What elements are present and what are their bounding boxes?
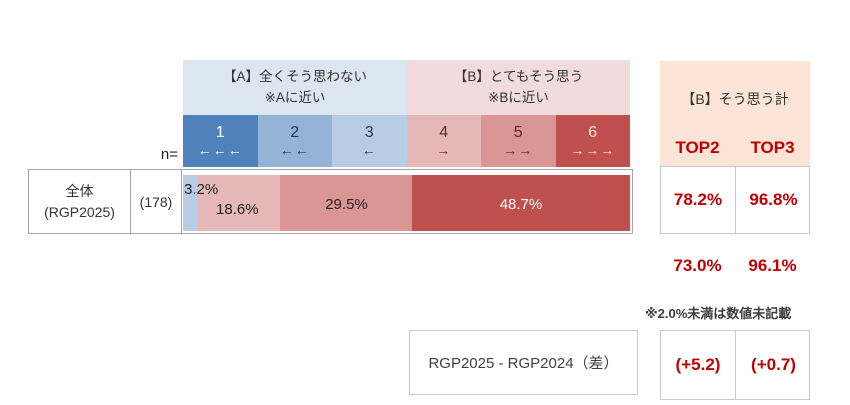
bar-segment-4: [197, 175, 281, 231]
summary-previous-top2: 73.0%: [673, 256, 722, 275]
summary-diff-top3: (+0.7): [751, 355, 796, 374]
scale-arrows-icon: →: [436, 142, 452, 159]
scale-number: 5: [513, 123, 523, 141]
scale-arrows-icon: →→: [503, 142, 534, 159]
scale-arrows-icon: ←←←: [197, 142, 243, 159]
scale-arrows-icon: ←←: [279, 142, 310, 159]
scale-number: 1: [215, 123, 225, 141]
summary-current-cells: 78.2% 96.8%: [660, 166, 810, 234]
scale-arrows-icon: ←: [361, 142, 377, 159]
scale-cell-2: 2 ←←: [257, 115, 332, 167]
scale-arrows-icon: →→→: [570, 142, 616, 159]
scale-header-b-line2: ※Bに近い: [488, 89, 549, 105]
scale-cell-6: 6 →→→: [555, 115, 630, 167]
n-label: n=: [160, 146, 178, 163]
summary-diff-top2: (+5.2): [661, 331, 736, 399]
scale-number: 4: [439, 123, 449, 141]
summary-col-top2: TOP2: [675, 138, 720, 157]
bar-segment-label-5: 29.5%: [325, 196, 368, 213]
summary-col-top3: TOP3: [750, 138, 795, 157]
stacked-bar: [183, 175, 630, 231]
bar-segment-label-6: 48.7%: [499, 196, 543, 213]
bar-segment-5: [280, 175, 413, 231]
summary-diff-cells: (+5.2) (+0.7): [660, 330, 810, 400]
scale-number: 6: [588, 123, 598, 141]
scale-cell-3: 3 ←: [332, 115, 407, 167]
scale-header-b-line1: 【B】とてもそう思う: [453, 68, 584, 84]
diff-label-box: RGP2025 - RGP2024（差）: [409, 330, 638, 395]
scale-cell-5: 5 →→: [481, 115, 556, 167]
scale-number: 3: [364, 123, 374, 141]
scale-cell-4: 4 →: [406, 115, 481, 167]
summary-current-top3: 96.8%: [749, 190, 798, 209]
summary-current-top2: 78.2%: [661, 167, 736, 233]
row-label-line2: (RGP2025): [44, 203, 115, 220]
bar-segment-6: [412, 175, 630, 231]
scale-cell-1: 1 ←←←: [183, 115, 258, 167]
scale-header-a: 【A】全くそう思わない ※Aに近い: [183, 60, 407, 115]
scale-header-a-line2: ※Aに近い: [264, 89, 326, 105]
summary-previous-top3: 96.1%: [748, 256, 797, 275]
row-label-line1: 全体: [65, 182, 94, 199]
summary-panel: 【B】そう思う計 TOP2 TOP3: [660, 61, 810, 166]
scale-header-a-line1: 【A】全くそう思わない: [222, 68, 367, 84]
bar-segment-label-3: 3.2%: [184, 181, 219, 198]
bar-segment-3: [183, 175, 198, 231]
summary-panel-title: 【B】そう思う計: [681, 91, 789, 107]
row-n-cell: (178): [131, 170, 182, 233]
bar-segment-label-4: 18.6%: [216, 201, 259, 218]
scale-header-b: 【B】とてもそう思う ※Bに近い: [407, 60, 630, 115]
row-label-cell: 全体 (RGP2025): [29, 170, 131, 233]
footnote: ※2.0%未満は数値未記載: [645, 306, 792, 321]
scale-number: 2: [290, 123, 300, 141]
scale-row: 1 ←←← 2 ←← 3 ← 4 → 5 →→ 6 →→→: [183, 115, 630, 167]
